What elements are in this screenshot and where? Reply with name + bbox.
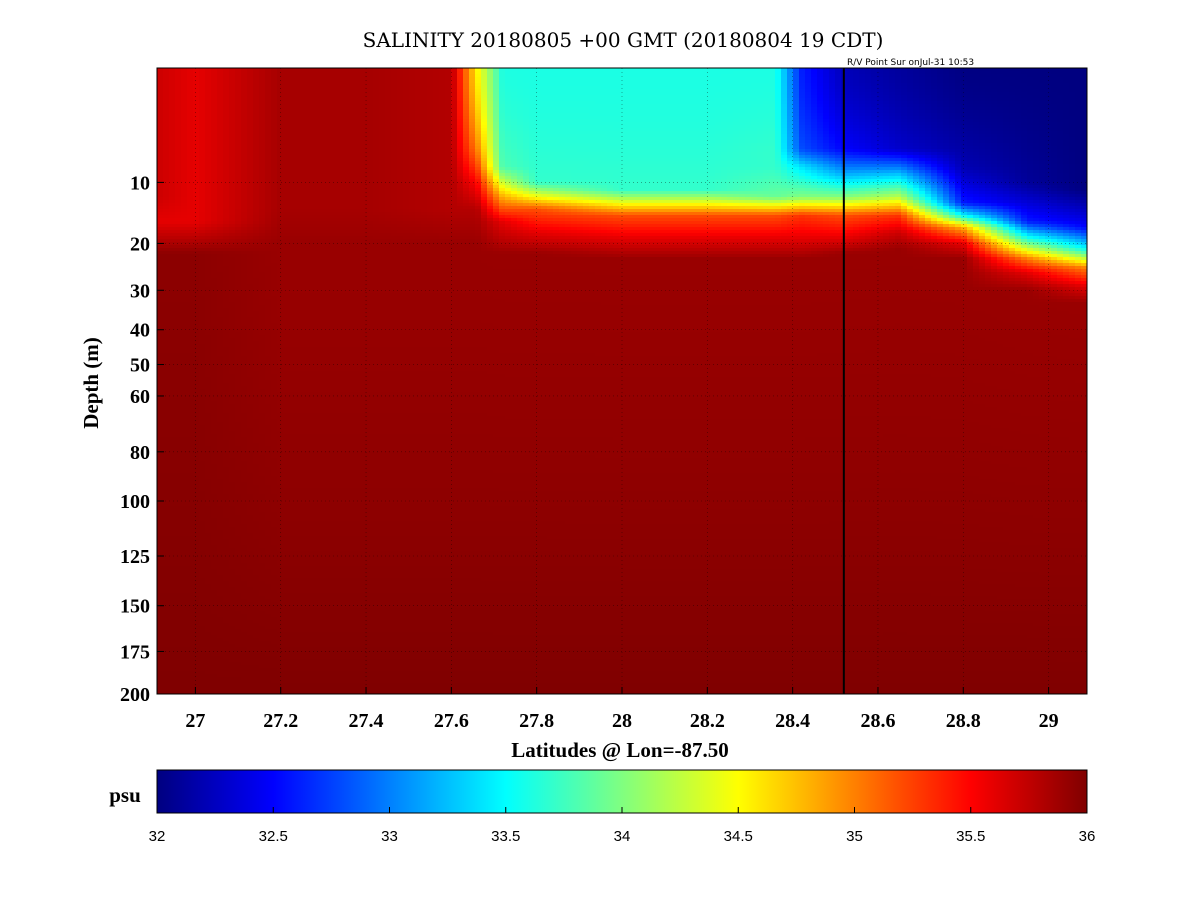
plot-area — [157, 68, 1088, 696]
heatmap — [157, 68, 1088, 696]
chart-title: SALINITY 20180805 +00 GMT (20180804 19 C… — [363, 28, 884, 52]
vessel-annotation: R/V Point Sur onJul-31 10:53 — [847, 58, 974, 68]
